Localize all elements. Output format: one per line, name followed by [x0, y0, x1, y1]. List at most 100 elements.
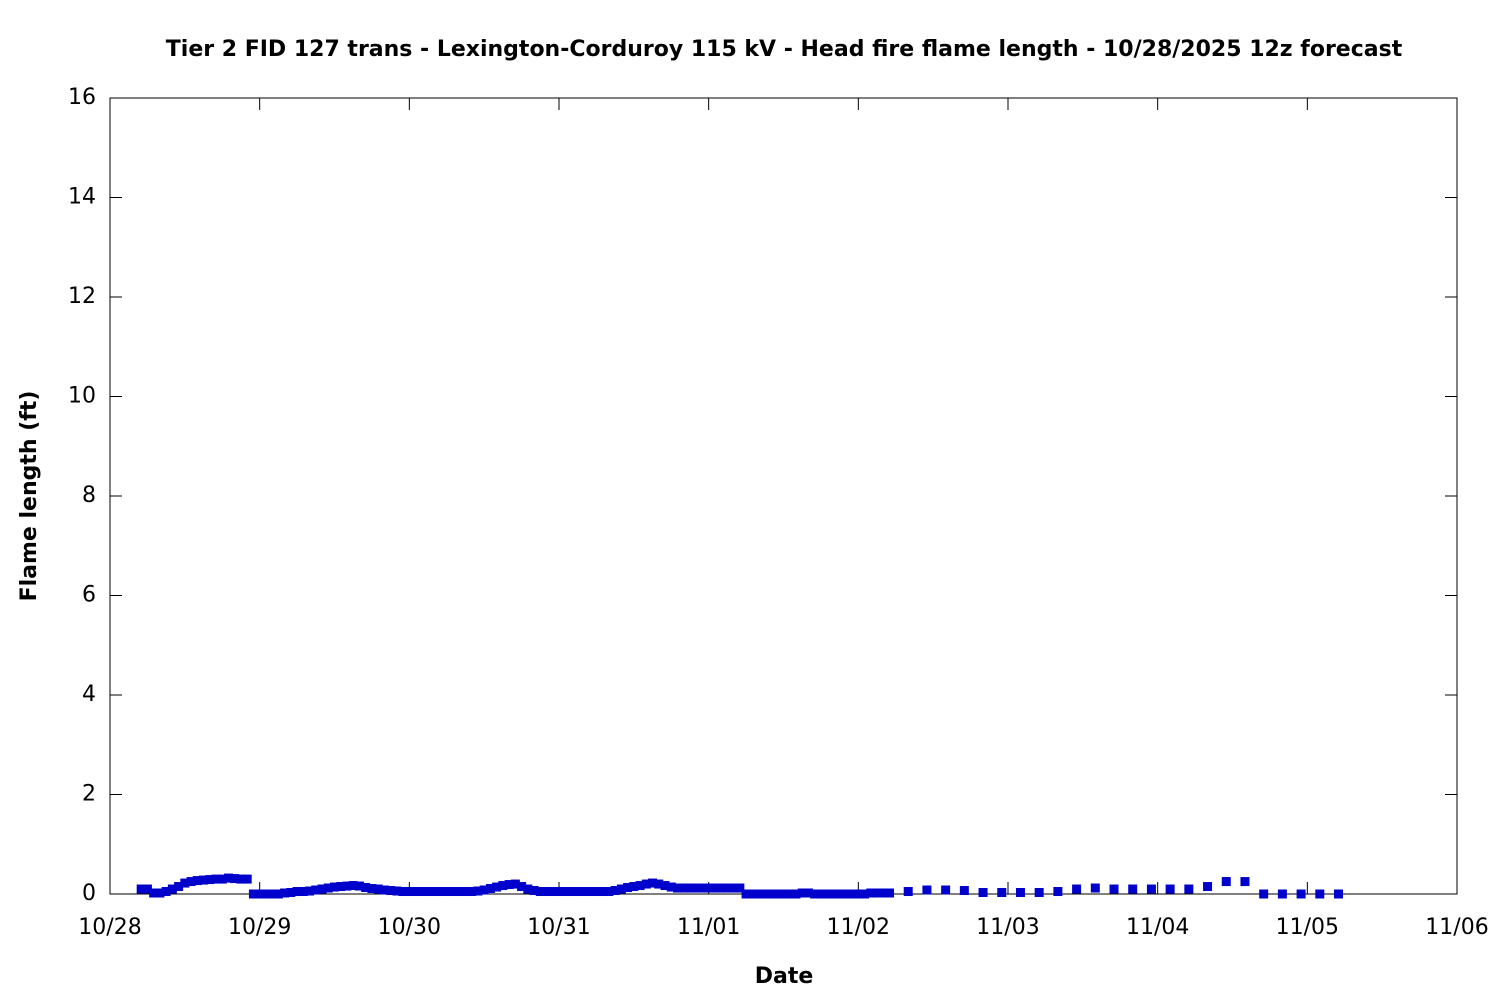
data-point [1109, 884, 1119, 894]
data-point [436, 887, 446, 897]
data-point [261, 889, 271, 899]
data-point [136, 884, 146, 894]
data-point [305, 886, 315, 896]
data-point [1053, 887, 1063, 897]
data-point [230, 874, 240, 884]
data-point [1184, 884, 1194, 894]
data-point [429, 887, 439, 897]
data-point [629, 882, 639, 892]
data-point [716, 883, 726, 893]
data-point [835, 889, 845, 899]
data-point [361, 883, 371, 893]
data-point [492, 882, 502, 892]
data-point [205, 875, 215, 885]
data-point [348, 881, 358, 891]
data-point [591, 887, 601, 897]
data-point [448, 887, 458, 897]
data-point [735, 883, 745, 893]
data-point [648, 878, 658, 888]
data-point [654, 879, 664, 889]
data-point [704, 883, 714, 893]
data-point [423, 887, 433, 897]
data-point [479, 885, 489, 895]
data-point [248, 889, 258, 899]
data-point [754, 889, 764, 899]
y-tick-label: 10 [68, 384, 96, 409]
data-point [298, 887, 308, 897]
data-point [1072, 884, 1082, 894]
data-point [473, 886, 483, 896]
data-point [959, 886, 969, 896]
data-point [760, 889, 770, 899]
data-point [379, 885, 389, 895]
data-point [866, 888, 876, 898]
data-point [560, 887, 570, 897]
data-point [267, 889, 277, 899]
data-point [741, 889, 751, 899]
data-point [504, 880, 514, 890]
chart-title: Tier 2 FID 127 trans - Lexington-Corduro… [166, 37, 1403, 62]
data-point [548, 887, 558, 897]
data-point [386, 886, 396, 896]
data-point [142, 884, 152, 894]
data-point [392, 886, 402, 896]
x-tick-label: 11/04 [1126, 915, 1189, 940]
data-point [411, 887, 421, 897]
data-point [697, 883, 707, 893]
data-point [336, 882, 346, 892]
data-point [922, 885, 932, 895]
data-point [1015, 888, 1025, 898]
data-point [660, 881, 670, 891]
data-point [1203, 882, 1213, 892]
data-point [373, 884, 383, 894]
data-point [791, 889, 801, 899]
y-tick-label: 12 [68, 284, 96, 309]
data-point [1277, 889, 1287, 899]
data-point [174, 882, 184, 892]
data-point [454, 887, 464, 897]
data-point [885, 888, 895, 898]
y-tick-label: 16 [68, 85, 96, 110]
data-point [342, 881, 352, 891]
data-point [635, 881, 645, 891]
y-tick-label: 14 [68, 185, 96, 210]
data-point [192, 876, 202, 886]
data-point [442, 887, 452, 897]
data-point [199, 875, 209, 885]
x-tick-label: 10/28 [78, 915, 141, 940]
data-point [1090, 883, 1100, 893]
data-point [354, 881, 364, 891]
y-tick-label: 0 [82, 881, 96, 906]
x-tick-label: 10/29 [228, 915, 291, 940]
data-point [149, 888, 159, 898]
data-point [211, 874, 221, 884]
data-point [666, 882, 676, 892]
data-point [404, 887, 414, 897]
data-point [523, 884, 533, 894]
data-point [1034, 888, 1044, 898]
data-point [1165, 884, 1175, 894]
data-point [766, 889, 776, 899]
data-point [255, 889, 265, 899]
data-point [1146, 884, 1156, 894]
data-point [217, 874, 227, 884]
data-point [323, 883, 333, 893]
x-tick-label: 11/05 [1276, 915, 1339, 940]
data-point [941, 885, 951, 895]
data-point [785, 889, 795, 899]
data-point [641, 879, 651, 889]
data-point [273, 889, 283, 899]
data-point [616, 884, 626, 894]
data-point [691, 883, 701, 893]
data-point [573, 887, 583, 897]
data-point [579, 887, 589, 897]
y-axis-label: Flame length (ft) [17, 391, 42, 602]
data-point [186, 877, 196, 887]
data-point [311, 885, 321, 895]
data-point [398, 887, 408, 897]
data-point [292, 887, 302, 897]
data-point [623, 883, 633, 893]
data-point [1128, 884, 1138, 894]
data-point [460, 887, 470, 897]
